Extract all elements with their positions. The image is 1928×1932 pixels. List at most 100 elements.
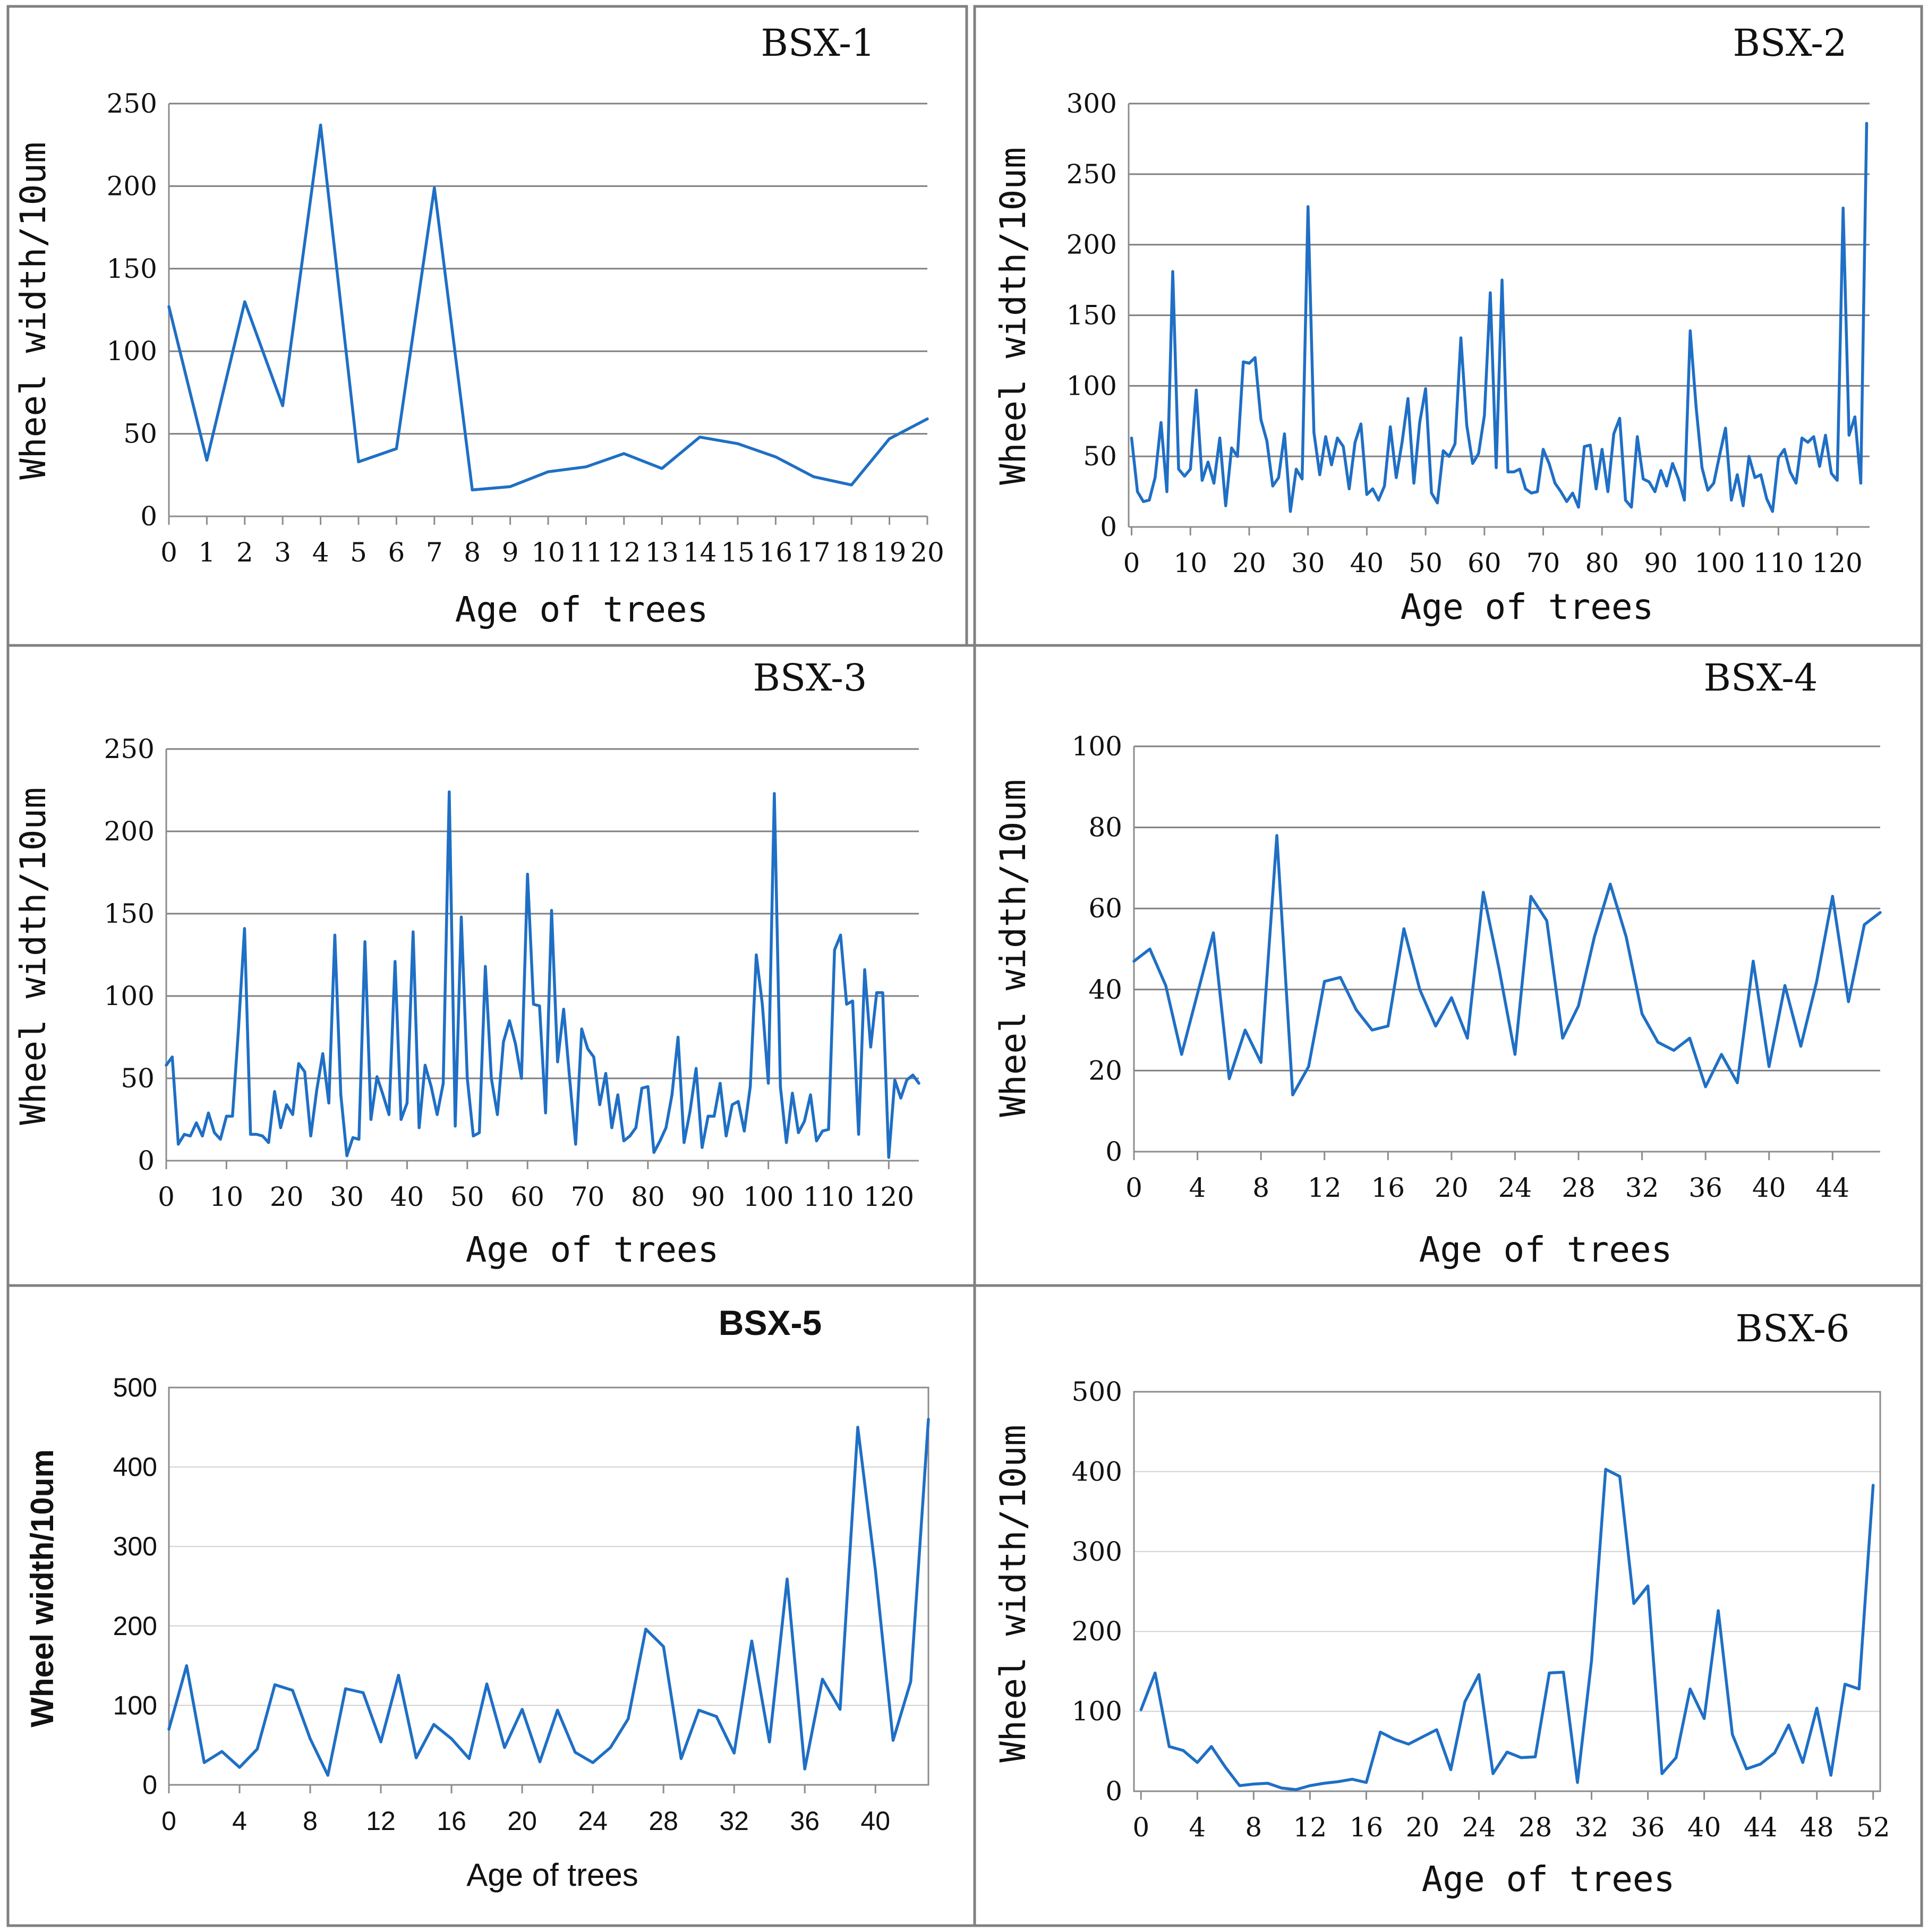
x-tick-label: 110	[803, 1181, 854, 1212]
x-tick-label: 8	[464, 537, 481, 568]
y-axis-label: Wheel width/10um	[13, 142, 54, 480]
y-axis-label: Wheel width/10um	[13, 787, 54, 1125]
y-tick-label: 0	[142, 1770, 157, 1800]
y-tick-label: 0	[138, 1145, 155, 1176]
x-tick-label: 12	[1308, 1172, 1342, 1203]
x-tick-label: 12	[607, 537, 641, 568]
y-tick-label: 250	[1067, 159, 1117, 190]
x-axis-label: Age of trees	[1422, 1859, 1675, 1900]
x-tick-label: 32	[1625, 1172, 1659, 1203]
x-tick-label: 0	[1125, 1172, 1142, 1203]
x-tick-label: 30	[1291, 548, 1325, 578]
chart-title: BSX-3	[753, 656, 867, 700]
panel-bsx2: 0 50 100 150 200 250 300 0 10 20 30 40 50 60 70 80 90 100…	[973, 5, 1923, 647]
x-tick-label: 20	[1435, 1172, 1469, 1203]
x-tick-label: 4	[232, 1806, 247, 1836]
x-tick-label: 15	[721, 537, 755, 568]
series-line-bsx6	[1139, 1468, 1875, 1791]
y-axis-label: Wheel width/10um	[993, 779, 1034, 1117]
x-tick-label: 10	[531, 537, 565, 568]
chart-title: BSX-6	[1736, 1307, 1850, 1350]
y-tick-label: 200	[1072, 1616, 1122, 1647]
x-tick-label: 80	[1585, 548, 1619, 578]
y-tick-label: 0	[1105, 1136, 1122, 1167]
y-tick-label: 200	[113, 1611, 157, 1641]
x-tick-label: 4	[312, 537, 329, 568]
y-tick-label: 200	[107, 171, 157, 201]
series-line-bsx1	[167, 123, 929, 492]
x-tick-label: 18	[834, 537, 868, 568]
x-tick-label: 14	[683, 537, 717, 568]
x-tick-label: 36	[1631, 1812, 1665, 1843]
x-tick-label: 24	[1498, 1172, 1532, 1203]
y-tick-label: 60	[1088, 893, 1122, 924]
y-tick-label: 200	[104, 816, 155, 847]
x-tick-label: 40	[1752, 1172, 1786, 1203]
x-axis-label: Age of trees	[466, 1229, 719, 1270]
x-tick-label: 7	[426, 537, 443, 568]
series-line-bsx5	[167, 1418, 930, 1777]
series-line-bsx2	[1130, 122, 1869, 513]
x-tick-label: 6	[388, 537, 405, 568]
x-tick-label: 20	[507, 1806, 537, 1836]
x-tick-label: 32	[719, 1806, 749, 1836]
x-tick-label: 36	[1688, 1172, 1722, 1203]
x-tick-label: 5	[350, 537, 367, 568]
y-tick-label: 0	[1105, 1776, 1122, 1807]
plot-frame	[1133, 1391, 1881, 1792]
x-axis-label: Age of trees	[1419, 1229, 1673, 1270]
panel-bsx5: 0 100 200 300 400 500 0 4 8 12 16 20 24 28 32 36 40 BSX-5…	[6, 1284, 976, 1927]
x-tick-label: 2	[236, 537, 253, 568]
x-tick-label: 40	[1350, 548, 1384, 578]
y-tick-label: 300	[1072, 1536, 1122, 1567]
x-tick-label: 90	[1644, 548, 1678, 578]
y-tick-label: 300	[1067, 88, 1117, 119]
x-axis-label: Age of trees	[455, 589, 709, 630]
y-tick-label: 150	[1067, 300, 1117, 331]
x-tick-label: 40	[390, 1181, 424, 1212]
y-tick-label: 250	[104, 734, 155, 764]
y-tick-label: 400	[1072, 1456, 1122, 1487]
y-tick-label: 20	[1088, 1055, 1122, 1086]
x-tick-label: 110	[1753, 548, 1804, 578]
x-tick-label: 16	[437, 1806, 466, 1836]
y-tick-label: 80	[1088, 812, 1122, 843]
y-tick-label: 100	[104, 981, 155, 1011]
x-tick-label: 12	[366, 1806, 396, 1836]
y-tick-label: 500	[113, 1373, 157, 1402]
y-axis-label: Wheel width/10um	[993, 1425, 1034, 1763]
y-tick-label: 100	[1072, 731, 1122, 762]
x-tick-label: 1	[198, 537, 215, 568]
series-line-bsx3	[165, 790, 920, 1159]
x-tick-label: 50	[450, 1181, 484, 1212]
x-tick-label: 100	[1694, 548, 1745, 578]
x-tick-label: 120	[1812, 548, 1862, 578]
y-axis-label: Wheel width/10um	[993, 147, 1034, 485]
x-tick-label: 40	[1687, 1812, 1721, 1843]
x-tick-label: 12	[1293, 1812, 1327, 1843]
x-tick-label: 13	[645, 537, 679, 568]
x-tick-label: 70	[1526, 548, 1560, 578]
y-tick-label: 400	[113, 1452, 157, 1482]
x-tick-label: 100	[743, 1181, 794, 1212]
x-tick-label: 44	[1816, 1172, 1850, 1203]
x-tick-label: 24	[578, 1806, 608, 1836]
x-tick-label: 28	[1518, 1812, 1552, 1843]
x-tick-label: 80	[631, 1181, 665, 1212]
panel-bsx3: 0 50 100 150 200 250 0 10 20 30 40 50 60 70 80 90 100 110…	[6, 644, 976, 1287]
y-tick-label: 150	[104, 898, 155, 929]
y-tick-label: 300	[113, 1531, 157, 1561]
x-tick-label: 44	[1744, 1812, 1778, 1843]
x-tick-label: 28	[1562, 1172, 1596, 1203]
x-tick-label: 4	[1189, 1172, 1206, 1203]
x-tick-label: 16	[1350, 1812, 1384, 1843]
chart-title: BSX-5	[719, 1303, 822, 1342]
y-tick-label: 150	[107, 253, 157, 284]
chart-title: BSX-1	[761, 21, 875, 65]
y-tick-label: 100	[107, 336, 157, 367]
x-tick-label: 24	[1462, 1812, 1496, 1843]
chart-title: BSX-2	[1733, 21, 1847, 65]
y-tick-label: 100	[1067, 370, 1117, 401]
